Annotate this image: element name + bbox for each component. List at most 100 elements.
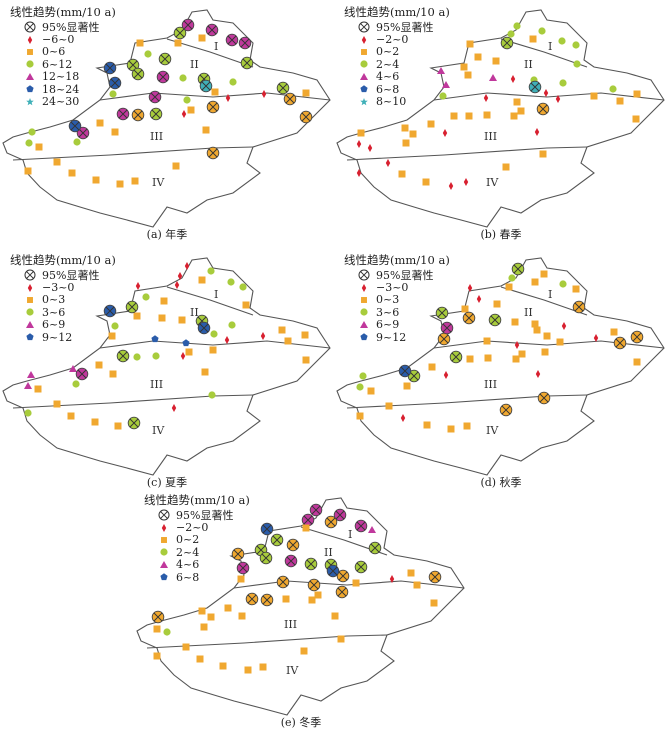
zone-label: III [484, 130, 498, 143]
triangle-icon [26, 320, 34, 328]
station-circle [359, 372, 367, 380]
station-square [198, 276, 206, 284]
station-square-significant [536, 102, 550, 116]
station-square [133, 312, 141, 320]
decrease-diamond-icon [27, 35, 33, 44]
legend-item: 0~6 [10, 45, 116, 58]
station-square [540, 270, 548, 278]
station-square-significant [613, 336, 627, 350]
pentagon-icon [160, 573, 168, 581]
zone-label: II [524, 306, 533, 319]
station-square [403, 382, 411, 390]
station-square [464, 71, 472, 79]
station-square [219, 662, 227, 670]
triangle-icon [26, 72, 34, 80]
legend-item: 0~2 [344, 45, 450, 58]
station-square [539, 150, 547, 158]
station-square [461, 305, 469, 313]
station-square [505, 283, 513, 291]
star-icon [26, 97, 34, 105]
legend-label: 0~3 [42, 293, 66, 307]
legend-label: 3~6 [376, 305, 400, 319]
zone-boundary [12, 146, 254, 161]
station-triangle [489, 74, 497, 81]
station-square [512, 355, 520, 363]
station-decrease-diamond [534, 128, 540, 136]
station-decrease-diamond [593, 334, 599, 342]
station-square [53, 158, 61, 166]
pentagon-icon [360, 333, 368, 341]
legend-label: 9~12 [376, 330, 407, 344]
station-square [466, 355, 474, 363]
station-decrease-diamond [180, 352, 186, 360]
station-circle [228, 321, 236, 329]
station-pentagon-significant [260, 522, 274, 536]
station-square [201, 368, 209, 376]
station-circle [356, 383, 364, 391]
station-square [209, 346, 217, 354]
station-square [423, 421, 431, 429]
station-decrease-diamond [514, 341, 520, 349]
station-square [278, 326, 286, 334]
station-circle [179, 74, 187, 82]
station-circle-significant [449, 350, 463, 364]
station-circle-significant [270, 533, 284, 547]
station-circle-significant [149, 107, 163, 121]
zone-label: IV [486, 176, 499, 189]
station-square [483, 111, 491, 119]
station-square-significant [286, 538, 300, 552]
station-square [422, 178, 430, 186]
station-square [187, 106, 195, 114]
region-outline [336, 9, 665, 228]
circle-icon [26, 308, 34, 316]
zone-label: IV [152, 176, 165, 189]
station-square [510, 112, 518, 120]
station-circle [25, 139, 33, 147]
station-square [158, 314, 166, 322]
station-square [308, 596, 316, 604]
station-decrease-diamond [476, 295, 482, 303]
xinjiang-map [2, 257, 331, 476]
station-circle [109, 90, 117, 98]
legend-item: 6~9 [10, 318, 116, 331]
station-square [35, 143, 43, 151]
station-square [172, 162, 180, 170]
station-square [182, 643, 190, 651]
legend-item: 24~30 [10, 95, 116, 108]
station-square [238, 612, 246, 620]
station-square [493, 300, 501, 308]
station-decrease-diamond [184, 262, 190, 270]
legend-item: 6~8 [144, 571, 250, 584]
station-decrease-diamond [400, 414, 406, 422]
station-circle [609, 85, 617, 93]
station-circle [142, 293, 150, 301]
station-decrease-diamond [535, 370, 541, 378]
zone-label: III [484, 378, 498, 391]
station-triangle-significant [236, 561, 250, 575]
station-square [198, 34, 206, 42]
station-square-significant [428, 570, 442, 584]
station-square [67, 412, 75, 420]
station-square [95, 361, 103, 369]
zone-label: I [214, 288, 219, 301]
station-square-significant [307, 578, 321, 592]
station-decrease-diamond [261, 90, 267, 98]
station-star-significant [528, 80, 542, 94]
station-circle [508, 274, 516, 282]
station-square [430, 599, 438, 607]
legend-label: 3~6 [42, 305, 66, 319]
station-circle [163, 628, 171, 636]
panel-caption-summer: (c) 夏季 [146, 476, 188, 489]
station-circle [73, 138, 81, 146]
legend-item: 3~6 [10, 305, 116, 319]
station-square [632, 115, 640, 123]
legend-item: 4~6 [344, 70, 450, 83]
station-triangle [24, 382, 32, 389]
station-square [185, 348, 193, 356]
panel-caption-autumn: (d) 秋季 [480, 476, 522, 489]
station-square-significant [537, 391, 551, 405]
legend-label: 8~10 [376, 95, 407, 109]
legend-item: 4~6 [144, 558, 250, 571]
legend-label: −2~0 [176, 521, 209, 535]
station-square-significant [151, 610, 165, 624]
